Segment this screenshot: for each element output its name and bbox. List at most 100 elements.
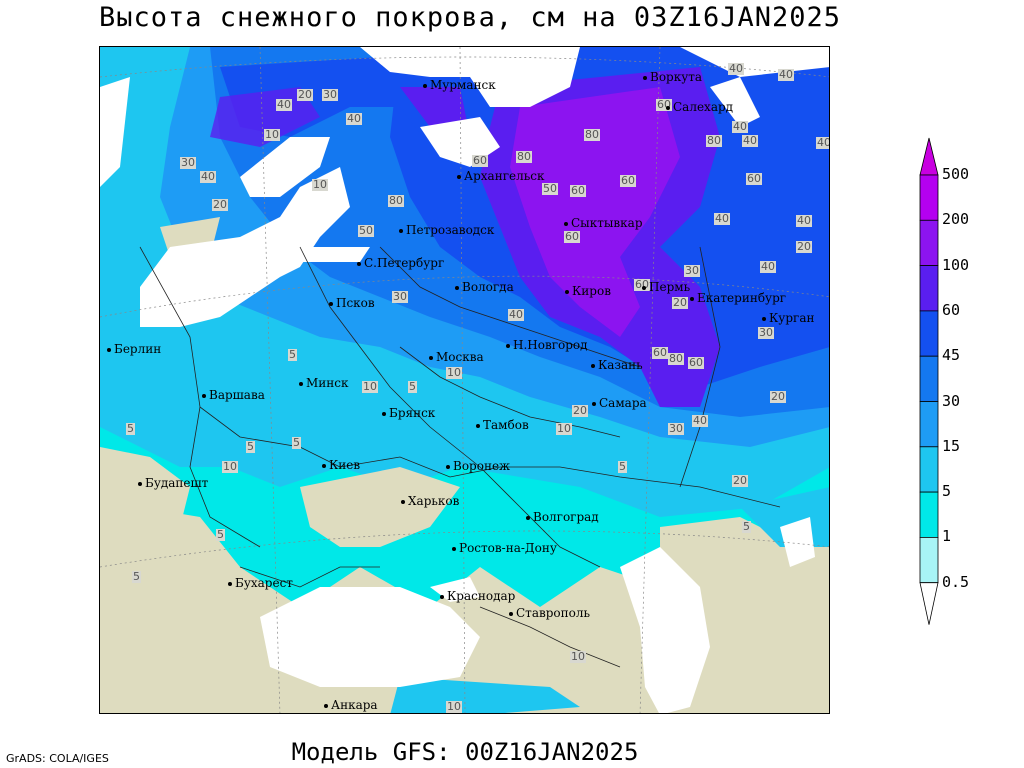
contour-value-label: 40 — [728, 62, 744, 75]
contour-value-label: 10 — [570, 650, 586, 663]
gulf-of-finland — [300, 247, 370, 262]
city-dot — [440, 594, 444, 599]
contour-value-label: 80 — [516, 150, 532, 163]
contour-value-label: 30 — [392, 290, 408, 303]
city-dot — [324, 703, 328, 708]
bare-land-hungary — [100, 447, 190, 527]
white-sea — [420, 117, 500, 167]
city-name: Берлин — [114, 342, 162, 356]
gulf-of-bothnia — [240, 137, 330, 197]
bare-land-balkans — [130, 547, 270, 647]
legend-level-label: 0.5 — [942, 572, 970, 591]
contour-value-label: 60 — [570, 184, 586, 197]
city-name: Самара — [599, 396, 647, 410]
contour-value-label: 30 — [684, 264, 700, 277]
city-label: Псков — [329, 297, 375, 309]
aral-sea — [780, 517, 815, 567]
snow-depth-map: 40 40 20 30 40 40 10 60 80 80 40 40 40 60 80 60 30 40 10 50… — [99, 46, 830, 714]
city-name: Киев — [329, 458, 361, 472]
contour-value-label: 60 — [652, 346, 668, 359]
city-name: Курган — [769, 311, 815, 325]
contour-value-label: 60 — [564, 230, 580, 243]
legend-level-label: 60 — [942, 300, 961, 319]
city-dot — [228, 581, 232, 586]
city-dot — [591, 363, 595, 368]
contour-value-label: 60 — [620, 174, 636, 187]
legend-swatch — [919, 219, 939, 267]
snow-turkey-highland — [390, 677, 580, 713]
contour-value-label: 30 — [758, 326, 774, 339]
city-dot — [202, 393, 206, 398]
city-label: Варшава — [202, 389, 265, 401]
city-name: Салехард — [673, 100, 734, 114]
contour-value-label: 40 — [276, 98, 292, 111]
city-name: Минск — [306, 376, 349, 390]
bare-land-ukraine — [300, 467, 460, 547]
city-name: Псков — [336, 296, 375, 310]
legend-level-label: 15 — [942, 436, 961, 455]
city-label: Киров — [565, 285, 611, 297]
contour-value-label: 5 — [292, 436, 301, 449]
graticule — [100, 47, 829, 713]
contour-value-label: 40 — [796, 214, 812, 227]
city-label: Тамбов — [476, 419, 529, 431]
city-label: Екатеринбург — [690, 292, 786, 304]
contour-value-label: 40 — [692, 414, 708, 427]
city-dot — [506, 343, 510, 348]
city-dot — [322, 463, 326, 468]
city-dot — [138, 481, 142, 486]
city-name: Казань — [598, 358, 643, 372]
contour-value-label: 60 — [746, 172, 762, 185]
city-label: Москва — [429, 351, 484, 363]
city-dot — [592, 401, 596, 406]
contour-value-label: 10 — [264, 128, 280, 141]
contour-value-label: 40 — [200, 170, 216, 183]
model-subtitle: Модель GFS: 00Z16JAN2025 — [291, 738, 639, 766]
baltic-sea — [140, 167, 350, 327]
city-name: Архангельск — [464, 169, 545, 183]
city-label: Киев — [322, 459, 360, 471]
contour-value-label: 10 — [446, 700, 462, 713]
city-name: Воркута — [650, 70, 703, 84]
legend-level-label: 1 — [942, 527, 952, 546]
contour-value-label: 40 — [760, 260, 776, 273]
contour-value-label: 80 — [668, 352, 684, 365]
contour-value-label: 40 — [346, 112, 362, 125]
city-dot — [457, 174, 461, 179]
contour-value-label: 5 — [288, 348, 297, 361]
contour-value-label: 80 — [584, 128, 600, 141]
city-name: Воронеж — [453, 459, 511, 473]
contour-value-label: 40 — [778, 68, 794, 81]
city-name: Бухарест — [235, 576, 293, 590]
city-name: Анкара — [331, 698, 378, 712]
city-name: Ставрополь — [516, 606, 591, 620]
city-dot — [455, 285, 459, 290]
city-name: Москва — [436, 350, 484, 364]
black-sea — [260, 587, 480, 687]
contour-value-label: 60 — [688, 356, 704, 369]
city-name: Тамбов — [483, 418, 529, 432]
barents-sea — [360, 47, 580, 107]
city-label: Берлин — [107, 343, 161, 355]
city-dot — [526, 515, 530, 520]
contour-value-label: 20 — [212, 198, 228, 211]
legend-swatch — [919, 446, 939, 493]
contour-value-label: 30 — [668, 422, 684, 435]
city-dot — [565, 289, 569, 294]
city-name: Вологда — [462, 280, 514, 294]
contour-value-label: 50 — [542, 182, 558, 195]
city-name: Краснодар — [447, 589, 516, 603]
contour-value-label: 10 — [556, 422, 572, 435]
city-label: Будапешт — [138, 477, 208, 489]
borders — [139, 246, 781, 668]
contour-value-label: 5 — [246, 440, 255, 453]
city-label: С.Петербург — [357, 257, 444, 269]
city-dot — [399, 228, 403, 233]
city-name: Харьков — [408, 494, 460, 508]
city-dot — [423, 83, 427, 88]
city-label: Минск — [299, 377, 349, 389]
contour-value-label: 5 — [216, 528, 225, 541]
city-label: Архангельск — [457, 170, 544, 182]
city-name: Варшава — [209, 388, 265, 402]
city-label: Воронеж — [446, 460, 510, 472]
